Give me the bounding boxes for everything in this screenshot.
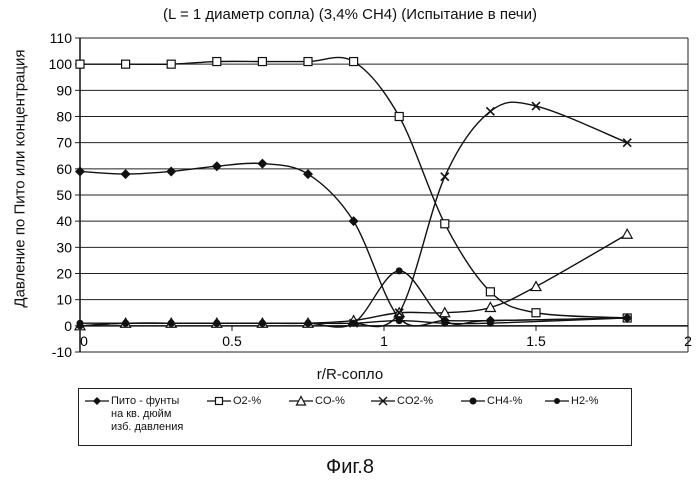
x-tick-label: 1.5 <box>526 333 546 349</box>
y-tick-label: 40 <box>56 213 72 229</box>
data-point-circle <box>350 320 357 327</box>
data-point-diamond <box>257 159 267 169</box>
x-tick-label: 1 <box>380 333 388 349</box>
data-point-circle <box>441 320 448 327</box>
y-tick-label: 90 <box>56 82 72 98</box>
data-point-square <box>167 60 175 68</box>
x-tick-label: 2 <box>684 333 692 349</box>
series-line <box>80 57 627 318</box>
data-point-square <box>213 58 221 66</box>
x-tick-label: 0.5 <box>222 333 242 349</box>
data-point-triangle <box>531 282 541 291</box>
data-point-square <box>486 288 494 296</box>
data-point-circle <box>77 322 84 329</box>
data-point-square <box>304 58 312 66</box>
y-tick-label: 0 <box>64 318 72 334</box>
data-point-diamond <box>349 216 359 226</box>
data-point-diamond <box>212 161 222 171</box>
data-point-square <box>441 220 449 228</box>
series-0 <box>75 159 632 326</box>
legend-marker-triangle-icon <box>289 395 313 407</box>
legend-marker-circle-icon <box>545 395 569 407</box>
data-point-circle <box>396 317 403 324</box>
data-point-square <box>258 58 266 66</box>
y-tick-label: 110 <box>50 30 73 46</box>
legend-label-co2: CO2-% <box>397 395 433 408</box>
y-tick-label: 100 <box>49 56 73 72</box>
y-axis-label: Давление по Пито или концентрация <box>12 0 29 359</box>
legend-marker-diamond-icon <box>85 395 109 407</box>
legend-label-ch4: CH4-% <box>487 395 522 408</box>
series-line <box>80 234 627 326</box>
legend-label-co: CO-% <box>315 395 345 408</box>
y-tick-label: 30 <box>56 239 72 255</box>
data-point-diamond <box>166 166 176 176</box>
data-point-diamond <box>121 169 131 179</box>
x-axis-label: r/R-сопло <box>0 366 700 383</box>
chart-title: (L = 1 диаметр сопла) (3,4% CH4) (Испыта… <box>0 6 700 23</box>
data-point-circle <box>213 320 220 327</box>
data-point-circle <box>396 267 403 274</box>
y-tick-label: 80 <box>56 109 72 125</box>
x-tick-label: 0 <box>80 333 88 349</box>
y-tick-label: 50 <box>56 187 72 203</box>
series-line <box>80 163 627 326</box>
legend-marker-square-icon <box>207 395 231 407</box>
legend-label-pito-3: изб. давления <box>111 421 221 434</box>
legend-label-pito-1: Пито - фунты <box>111 395 221 408</box>
legend-marker-circle-icon <box>461 395 485 407</box>
data-point-circle <box>122 320 129 327</box>
y-tick-label: 20 <box>56 266 72 282</box>
data-point-square <box>532 309 540 317</box>
data-point-circle <box>305 320 312 327</box>
chart-legend: Пито - фунты на кв. дюйм изб. давления O… <box>78 388 632 446</box>
data-point-square <box>395 113 403 121</box>
data-point-square <box>350 58 358 66</box>
legend-marker-cross-icon <box>371 395 395 407</box>
data-point-diamond <box>303 169 313 179</box>
data-point-circle <box>168 320 175 327</box>
data-point-circle <box>487 320 494 327</box>
figure-caption: Фиг.8 <box>0 456 700 479</box>
legend-label-pito-2: на кв. дюйм <box>111 408 221 421</box>
data-point-circle <box>624 314 631 321</box>
legend-label-h2: H2-% <box>571 395 599 408</box>
data-point-triangle <box>622 229 632 238</box>
data-point-square <box>76 60 84 68</box>
y-tick-label: 10 <box>56 292 72 308</box>
data-point-diamond <box>75 166 85 176</box>
y-tick-label: 60 <box>56 161 72 177</box>
data-point-circle <box>259 320 266 327</box>
series-1 <box>76 57 631 322</box>
y-tick-label: 70 <box>56 135 72 151</box>
data-point-square <box>122 60 130 68</box>
legend-label-o2: O2-% <box>233 395 261 408</box>
y-tick-label: -10 <box>52 344 72 360</box>
